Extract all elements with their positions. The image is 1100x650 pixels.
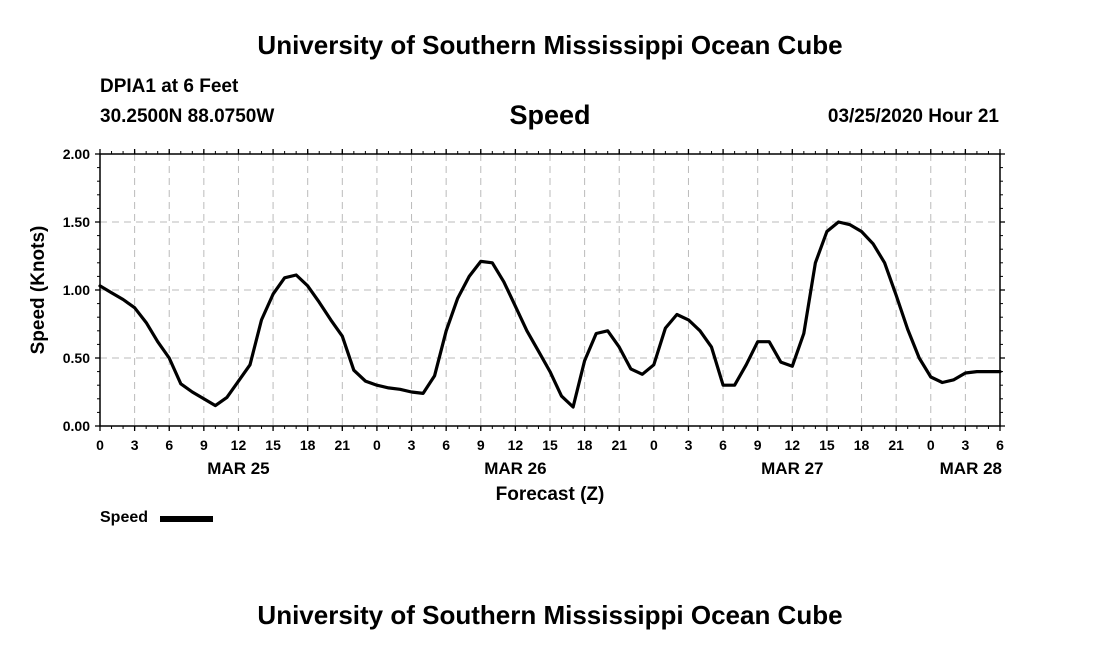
x-tick-label: 12 xyxy=(508,437,524,453)
y-tick-label: 2.00 xyxy=(63,146,90,162)
page-title: University of Southern Mississippi Ocean… xyxy=(257,30,843,60)
legend-label: Speed xyxy=(100,509,149,526)
x-tick-label: 18 xyxy=(300,437,316,453)
x-date-label: MAR 25 xyxy=(207,459,269,478)
x-tick-label: 0 xyxy=(96,437,104,453)
grid xyxy=(100,154,1000,426)
legend-swatch xyxy=(160,516,213,522)
x-tick-label: 15 xyxy=(542,437,558,453)
x-tick-label: 3 xyxy=(408,437,416,453)
x-date-label: MAR 28 xyxy=(940,459,1002,478)
axis-labels: 0.00 0.50 1.00 1.50 2.00 0 3 6 9 12 15 18 21 0 3 6 9 12 15… xyxy=(63,146,1004,478)
x-tick-label: 21 xyxy=(335,437,351,453)
x-tick-label: 12 xyxy=(231,437,247,453)
x-tick-label: 3 xyxy=(131,437,139,453)
footer-title: University of Southern Mississippi Ocean… xyxy=(257,600,843,630)
coordinates-label: 30.2500N 88.0750W xyxy=(100,106,275,127)
x-tick-label: 15 xyxy=(265,437,281,453)
x-tick-label: 6 xyxy=(719,437,727,453)
axis-ticks xyxy=(95,149,1005,431)
x-tick-label: 0 xyxy=(927,437,935,453)
forecast-timestamp: 03/25/2020 Hour 21 xyxy=(827,106,999,127)
x-tick-label: 6 xyxy=(996,437,1004,453)
x-tick-label: 9 xyxy=(754,437,762,453)
x-tick-label: 18 xyxy=(577,437,593,453)
x-date-label: MAR 27 xyxy=(761,459,823,478)
x-tick-label: 9 xyxy=(477,437,485,453)
y-tick-label: 0.00 xyxy=(63,418,90,434)
x-tick-label: 18 xyxy=(854,437,870,453)
x-tick-label: 12 xyxy=(785,437,801,453)
y-tick-label: 1.50 xyxy=(63,214,90,230)
x-tick-label: 3 xyxy=(961,437,969,453)
chart-title: Speed xyxy=(509,100,591,130)
y-tick-label: 1.00 xyxy=(63,282,90,298)
x-tick-label: 3 xyxy=(685,437,693,453)
x-tick-label: 0 xyxy=(650,437,658,453)
series-line-speed xyxy=(98,220,1002,409)
x-tick-label: 9 xyxy=(200,437,208,453)
y-axis-title: Speed (Knots) xyxy=(28,226,49,355)
x-date-label: MAR 26 xyxy=(484,459,546,478)
station-label: DPIA1 at 6 Feet xyxy=(100,76,239,97)
x-tick-label: 15 xyxy=(819,437,835,453)
x-axis-title: Forecast (Z) xyxy=(496,484,605,505)
x-tick-label: 6 xyxy=(442,437,450,453)
x-tick-label: 6 xyxy=(165,437,173,453)
x-tick-label: 21 xyxy=(888,437,904,453)
x-tick-label: 0 xyxy=(373,437,381,453)
x-tick-label: 21 xyxy=(611,437,627,453)
y-tick-label: 0.50 xyxy=(63,350,90,366)
